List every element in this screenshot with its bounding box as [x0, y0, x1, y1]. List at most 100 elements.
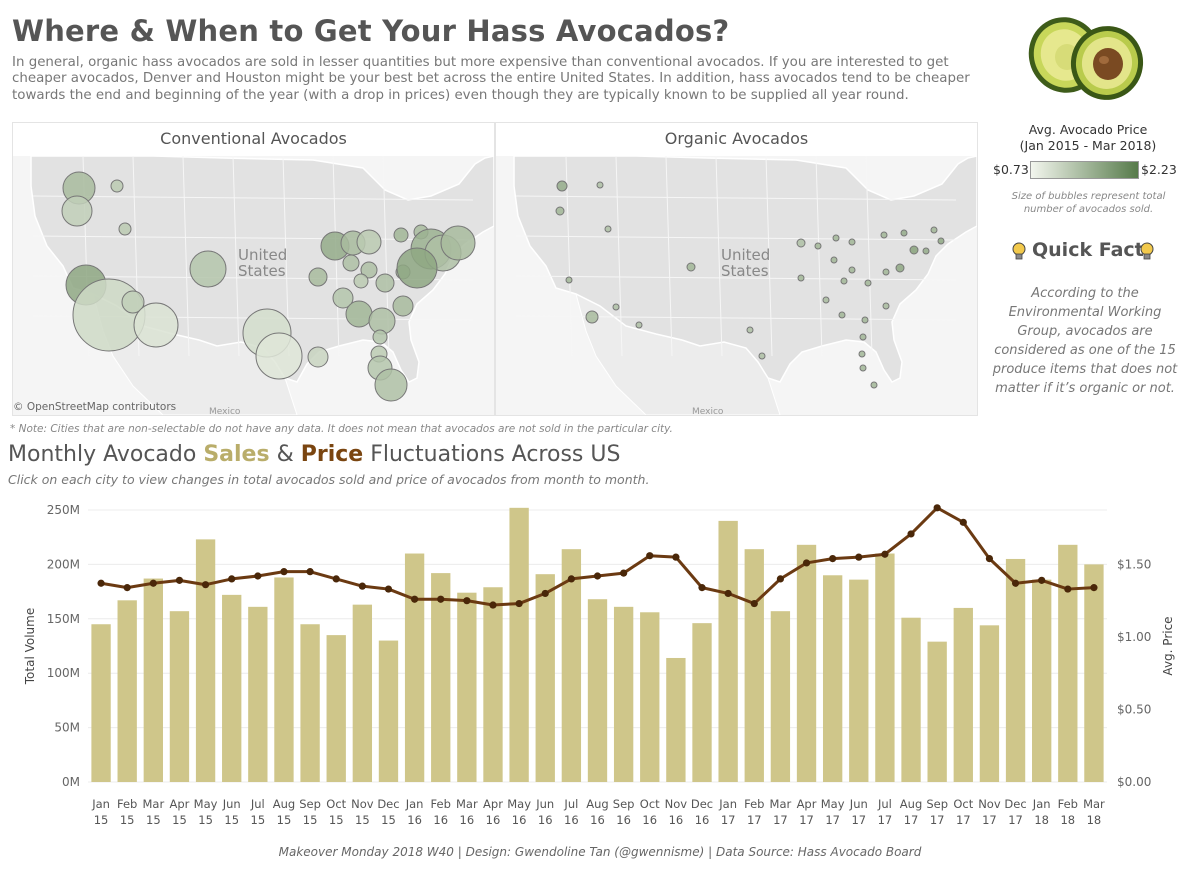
city-bubble-conventional[interactable] [255, 332, 303, 380]
city-bubble-organic[interactable] [604, 225, 612, 233]
city-bubble-organic[interactable] [746, 326, 754, 334]
city-bubble-organic[interactable] [635, 321, 643, 329]
volume-bar[interactable] [640, 612, 660, 782]
price-point[interactable] [149, 579, 157, 587]
volume-bar[interactable] [535, 574, 555, 782]
city-bubble-organic[interactable] [859, 364, 867, 372]
volume-bar[interactable] [561, 549, 582, 782]
volume-bar[interactable] [666, 657, 686, 782]
city-bubble-organic[interactable] [882, 268, 890, 276]
city-bubble-organic[interactable] [840, 277, 848, 285]
city-bubble-organic[interactable] [937, 237, 945, 245]
price-point[interactable] [332, 575, 340, 583]
price-point[interactable] [750, 599, 758, 608]
price-point[interactable] [541, 589, 549, 598]
price-point[interactable] [802, 559, 811, 567]
city-bubble-organic[interactable] [832, 234, 840, 242]
city-bubble-conventional[interactable] [392, 295, 414, 317]
city-bubble-conventional[interactable] [110, 179, 124, 193]
city-bubble-organic[interactable] [838, 311, 846, 319]
price-point[interactable] [1011, 579, 1020, 587]
volume-bar[interactable] [1032, 579, 1052, 782]
city-bubble-organic[interactable] [909, 245, 919, 255]
price-point[interactable] [463, 597, 471, 605]
city-bubble-organic[interactable] [922, 247, 930, 255]
city-bubble-conventional[interactable] [353, 273, 369, 289]
city-bubble-conventional[interactable] [342, 254, 360, 272]
price-point[interactable] [123, 584, 131, 592]
price-point[interactable] [907, 530, 915, 538]
price-point[interactable] [985, 554, 994, 563]
price-point[interactable] [1038, 576, 1046, 584]
volume-bar[interactable] [326, 635, 346, 782]
volume-bar[interactable] [744, 549, 764, 782]
city-bubble-conventional[interactable] [308, 267, 328, 287]
city-bubble-organic[interactable] [880, 231, 888, 239]
price-point[interactable] [672, 553, 680, 561]
city-bubble-conventional[interactable] [118, 222, 132, 236]
volume-bar[interactable] [927, 641, 947, 782]
volume-bar[interactable] [248, 606, 268, 782]
price-point[interactable] [724, 589, 732, 598]
volume-bar[interactable] [587, 599, 608, 782]
price-point[interactable] [97, 579, 105, 587]
city-bubble-conventional[interactable] [345, 300, 373, 328]
city-bubble-conventional[interactable] [360, 261, 378, 279]
city-bubble-organic[interactable] [822, 296, 830, 304]
volume-bar[interactable] [875, 553, 895, 782]
volume-bar[interactable] [195, 539, 216, 782]
volume-bar[interactable] [222, 594, 242, 782]
city-bubble-organic[interactable] [555, 206, 565, 216]
city-bubble-organic[interactable] [556, 180, 568, 192]
price-point[interactable] [384, 585, 393, 593]
volume-bar[interactable] [1084, 564, 1104, 782]
volume-bar[interactable] [953, 607, 973, 782]
volume-bar[interactable] [117, 600, 137, 782]
volume-bar[interactable] [770, 611, 791, 782]
volume-bar[interactable] [849, 579, 869, 782]
city-bubble-organic[interactable] [797, 274, 805, 282]
city-bubble-organic[interactable] [585, 310, 599, 324]
price-point[interactable] [515, 599, 523, 608]
city-bubble-organic[interactable] [796, 238, 806, 248]
price-point[interactable] [959, 518, 967, 526]
volume-bar[interactable] [378, 640, 399, 782]
price-point[interactable] [306, 568, 314, 576]
city-bubble-conventional[interactable] [189, 250, 227, 288]
price-point[interactable] [254, 572, 262, 580]
volume-bar[interactable] [796, 544, 817, 782]
price-point[interactable] [933, 504, 941, 512]
volume-bar[interactable] [1005, 558, 1026, 782]
price-point[interactable] [228, 575, 236, 583]
city-bubble-organic[interactable] [930, 226, 938, 234]
volume-bar[interactable] [91, 624, 111, 782]
city-bubble-conventional[interactable] [332, 287, 354, 309]
volume-bar[interactable] [1058, 544, 1078, 782]
price-point[interactable] [881, 550, 889, 558]
city-bubble-conventional[interactable] [393, 227, 409, 243]
city-bubble-conventional[interactable] [133, 302, 179, 348]
price-point[interactable] [1090, 584, 1098, 592]
city-bubble-conventional[interactable] [121, 290, 145, 314]
price-point[interactable] [358, 582, 366, 590]
volume-bar[interactable] [692, 623, 712, 782]
city-bubble-organic[interactable] [830, 256, 838, 264]
volume-bar[interactable] [352, 604, 373, 782]
volume-bar[interactable] [979, 625, 1000, 782]
conventional-map-panel[interactable]: Conventional Avocados United States Mexico [12, 122, 495, 416]
price-point[interactable] [829, 554, 837, 563]
city-bubble-conventional[interactable] [396, 247, 438, 289]
city-bubble-organic[interactable] [848, 266, 856, 274]
city-bubble-organic[interactable] [565, 276, 573, 284]
price-point[interactable] [175, 576, 184, 584]
map-attribution[interactable]: © OpenStreetMap contributors [13, 401, 177, 413]
city-bubble-organic[interactable] [848, 238, 856, 246]
city-bubble-organic[interactable] [612, 303, 620, 311]
volume-bar[interactable] [822, 575, 843, 782]
volume-bar[interactable] [901, 617, 921, 782]
price-point[interactable] [855, 553, 863, 561]
price-point[interactable] [593, 572, 602, 580]
monthly-sales-price-chart[interactable]: 0M 50M 100M 150M 200M 250M $0.00 $0.50 $1.00 $1.5… [0, 495, 1200, 835]
city-bubble-organic[interactable] [882, 302, 890, 310]
